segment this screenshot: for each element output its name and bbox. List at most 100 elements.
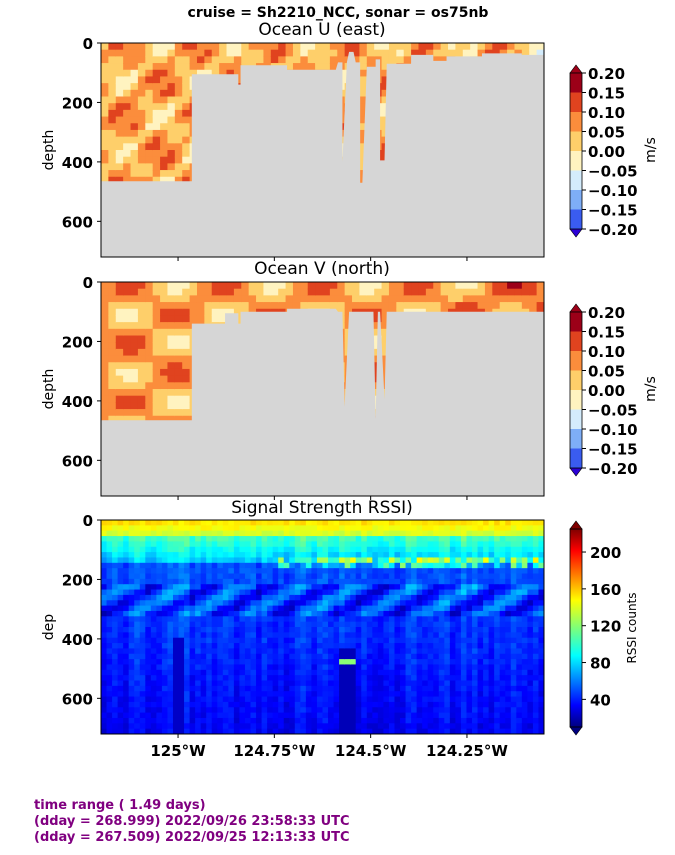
heatmap-cell [292, 49, 301, 57]
heatmap-cell [536, 282, 544, 290]
heatmap-cell [184, 594, 191, 601]
heatmap-cell [112, 712, 119, 719]
heatmap-cell [145, 348, 154, 357]
heatmap-cell [322, 295, 331, 303]
heatmap-cell [137, 415, 146, 424]
heatmap-cell [112, 552, 119, 559]
heatmap-cell [322, 63, 331, 71]
heatmap-cell [161, 664, 169, 671]
heatmap-cell [374, 295, 383, 303]
heatmap-cell [263, 288, 272, 296]
heatmap-cell [499, 282, 508, 290]
heatmap-cell [101, 355, 109, 363]
heatmap-cell [211, 723, 218, 730]
heatmap-cell [130, 355, 139, 363]
heatmap-cell [108, 109, 117, 118]
heatmap-cell [117, 648, 124, 655]
heatmap-cell [206, 616, 213, 623]
heatmap-cell [184, 712, 191, 719]
heatmap-cell [359, 103, 368, 111]
heatmap-cell [189, 627, 196, 633]
heatmap-cell [239, 723, 246, 730]
heatmap-cell [178, 605, 185, 612]
heatmap-cell [106, 562, 113, 569]
heatmap-cell [106, 701, 113, 708]
heatmap-cell [228, 696, 235, 703]
heatmap-cell [182, 282, 191, 290]
heatmap-cell [211, 621, 218, 628]
heatmap-cell [233, 49, 242, 57]
heatmap-cell [167, 288, 176, 296]
heatmap-cell [315, 49, 324, 57]
heatmap-cell [211, 288, 220, 296]
heatmap-cell [200, 552, 207, 559]
heatmap-cell [130, 335, 139, 343]
heatmap-cell [200, 530, 207, 537]
heatmap-cell [145, 156, 154, 164]
heatmap-cell [241, 282, 250, 290]
heatmap-cell [322, 43, 331, 51]
heatmap-cell [184, 600, 191, 607]
colorbar-extend-max [569, 303, 583, 313]
heatmap-cell [195, 701, 202, 708]
heatmap-cell [115, 322, 124, 330]
heatmap-cell [167, 402, 176, 410]
heatmap-cell [182, 109, 191, 118]
heatmap-cell [195, 525, 202, 532]
heatmap-cell [101, 627, 108, 633]
heatmap-cell [200, 520, 207, 526]
heatmap-cell [366, 56, 375, 64]
heatmap-cell [222, 584, 229, 591]
heatmap-cell [200, 584, 207, 591]
heatmap-cell [211, 56, 220, 64]
heatmap-cell [134, 696, 141, 703]
heatmap-cell [160, 123, 169, 131]
heatmap-cell [172, 573, 180, 580]
heatmap-cell [239, 589, 246, 596]
heatmap-cell [112, 610, 119, 617]
heatmap-cell [167, 578, 174, 585]
heatmap-cell [112, 691, 119, 698]
heatmap-cell [128, 621, 135, 628]
figure-suptitle: cruise = Sh2210_NCC, sonar = os75nb [188, 5, 489, 21]
heatmap-cell [222, 648, 229, 655]
heatmap-cell [228, 723, 235, 730]
heatmap-cell [134, 691, 141, 698]
v-panel-title: Ocean V (north) [254, 259, 390, 279]
heatmap-cell [499, 295, 508, 303]
heatmap-cell [521, 295, 530, 303]
heatmap-cell [448, 302, 456, 310]
heatmap-cell [106, 536, 113, 542]
heatmap-cell [115, 282, 124, 290]
heatmap-cell [145, 395, 154, 403]
heatmap-cell [226, 288, 235, 296]
heatmap-cell [521, 49, 530, 57]
heatmap-cell [239, 675, 246, 682]
colorbar-tick-label: −0.20 [588, 460, 638, 478]
heatmap-cell [101, 63, 109, 71]
heatmap-cell [101, 610, 108, 617]
heatmap-cell [195, 610, 202, 617]
heatmap-cell [123, 605, 130, 612]
heatmap-cell [381, 315, 390, 323]
heatmap-cell [403, 56, 412, 64]
heatmap-cell [344, 295, 353, 303]
heatmap-cell [128, 685, 135, 692]
colorbar-band [570, 92, 582, 112]
heatmap-cell [174, 143, 183, 151]
heatmap-cell [156, 701, 163, 708]
heatmap-cell [137, 355, 146, 363]
heatmap-cell [137, 315, 146, 323]
heatmap-cell [123, 348, 132, 357]
heatmap-cell [217, 600, 224, 607]
heatmap-cell [152, 76, 161, 84]
heatmap-cell [152, 103, 161, 111]
heatmap-cell [219, 302, 228, 310]
heatmap-cell [156, 605, 163, 612]
heatmap-cell [101, 163, 109, 171]
heatmap-cell [233, 288, 242, 296]
heatmap-cell [112, 723, 119, 730]
heatmap-cell [123, 56, 132, 64]
heatmap-cell [222, 546, 229, 553]
